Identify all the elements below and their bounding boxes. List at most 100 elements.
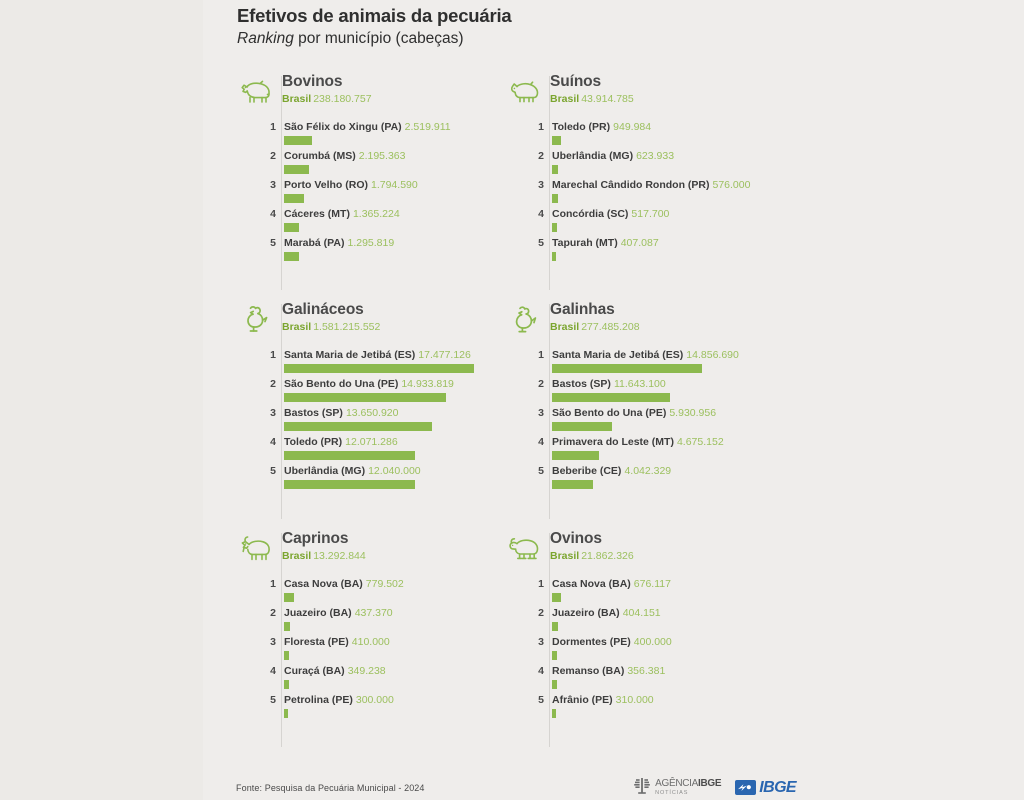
brasil-label: Brasil (550, 93, 580, 106)
rank-position: 2 (538, 378, 544, 390)
rank-bar (552, 364, 702, 373)
rank-label: Santa Maria de Jetibá (ES) 14.856.690 (552, 349, 739, 362)
rank-position: 5 (270, 694, 276, 706)
group-divider-rule (549, 76, 550, 290)
rank-position: 4 (538, 436, 544, 448)
rankings-grid: Bovinos Brasil 238.180.757 1 São Félix do Xi… (236, 73, 796, 759)
rank-municipality: Juazeiro (BA) (284, 607, 352, 619)
agencia-ibge-line1: AGÊNCIAIBGE (655, 779, 721, 789)
rank-municipality: Cáceres (MT) (284, 208, 350, 220)
rank-value: 4.675.152 (676, 436, 724, 448)
rank-value: 623.933 (636, 150, 675, 162)
rank-row: 2 Juazeiro (BA) 404.151 (504, 607, 772, 636)
rank-position: 3 (538, 407, 544, 419)
group-divider-rule (549, 304, 550, 519)
brasil-total-value: 13.292.844 (313, 550, 366, 563)
brasil-total-value: 21.862.326 (581, 550, 634, 563)
rank-position: 2 (270, 150, 276, 162)
rank-value: 400.000 (633, 636, 672, 648)
brasil-label: Brasil (550, 550, 580, 563)
rank-value: 2.519.911 (404, 121, 451, 133)
rank-value: 676.117 (633, 578, 671, 590)
rank-bar (552, 593, 561, 602)
rank-municipality: São Bento do Una (PE) (552, 407, 667, 419)
rank-position: 1 (270, 578, 276, 590)
rank-bar (552, 451, 599, 460)
rank-municipality: Beberibe (CE) (552, 465, 622, 477)
rank-position: 3 (538, 179, 544, 191)
rank-row: 5 Afrânio (PE) 310.000 (504, 694, 772, 723)
rank-bar (284, 393, 446, 402)
rank-value: 576.000 (712, 179, 751, 191)
rank-label: Bastos (SP) 11.643.100 (552, 378, 666, 391)
rank-value: 310.000 (615, 694, 654, 706)
footer-logos: AGÊNCIAIBGE NOTÍCIAS IBGE (632, 775, 797, 800)
rank-municipality: Santa Maria de Jetibá (ES) (552, 349, 684, 361)
rank-row: 2 Uberlândia (MG) 623.933 (504, 150, 772, 179)
rank-bar (284, 223, 299, 232)
rank-bar (284, 194, 304, 203)
rank-bar (552, 136, 561, 145)
rank-bar (552, 393, 670, 402)
rank-row: 3 São Bento do Una (PE) 5.930.956 (504, 407, 772, 436)
rank-row: 3 Marechal Cândido Rondon (PR) 576.000 (504, 179, 772, 208)
rank-label: São Félix do Xingu (PA) 2.519.911 (284, 121, 451, 134)
rank-row: 2 Bastos (SP) 11.643.100 (504, 378, 772, 407)
rank-municipality: Petrolina (PE) (284, 694, 353, 706)
group-titles: Caprinos Brasil 13.292.844 (276, 530, 366, 565)
left-background-band (0, 0, 203, 800)
rank-municipality: Tapurah (MT) (552, 237, 618, 249)
rank-municipality: Toledo (PR) (284, 436, 343, 448)
agencia-ibge-line2: NOTÍCIAS (655, 789, 689, 796)
rank-value: 404.151 (622, 607, 661, 619)
rank-value: 779.502 (365, 578, 404, 590)
brasil-total-value: 238.180.757 (313, 93, 372, 106)
rank-value: 949.984 (613, 121, 652, 133)
rank-list: 1 Casa Nova (BA) 676.117 2 Juazeiro (BA) 404.… (504, 578, 772, 723)
ranking-group-galinhas: Galinhas Brasil 277.485.208 1 Santa Maria de… (504, 301, 772, 531)
rank-label: Bastos (SP) 13.650.920 (284, 407, 399, 420)
ranking-group-galinaceos: Galináceos Brasil 1.581.215.552 1 Santa Mari… (236, 301, 504, 531)
group-titles: Galinhas Brasil 277.485.208 (544, 301, 640, 336)
rank-label: Floresta (PE) 410.000 (284, 636, 390, 649)
rank-municipality: Juazeiro (BA) (552, 607, 620, 619)
rank-municipality: Dormentes (PE) (552, 636, 631, 648)
rank-label: Cáceres (MT) 1.365.224 (284, 208, 400, 221)
ranking-group-caprinos: Caprinos Brasil 13.292.844 1 Casa Nova (BA) 7… (236, 530, 504, 759)
rank-position: 2 (538, 150, 544, 162)
rank-bar (552, 480, 593, 489)
rank-position: 1 (538, 121, 544, 133)
rank-label: Juazeiro (BA) 404.151 (552, 607, 661, 620)
group-brasil-total: Brasil 21.862.326 (550, 549, 634, 565)
ibge-logo[interactable]: IBGE (735, 779, 797, 797)
rank-municipality: Curaçá (BA) (284, 665, 345, 677)
rank-row: 4 Curaçá (BA) 349.238 (236, 665, 504, 694)
group-divider-rule (281, 76, 282, 290)
rank-row: 3 Bastos (SP) 13.650.920 (236, 407, 504, 436)
group-title: Galináceos (282, 301, 364, 318)
brasil-label: Brasil (550, 321, 580, 334)
brasil-total-value: 43.914.785 (581, 93, 634, 106)
group-header: Galinhas Brasil 277.485.208 (504, 301, 772, 346)
group-brasil-total: Brasil 277.485.208 (550, 320, 640, 336)
rank-value: 437.370 (354, 607, 393, 619)
rank-value: 1.295.819 (347, 237, 395, 249)
agencia-ibge-noticias-logo[interactable]: AGÊNCIAIBGE NOTÍCIAS (632, 775, 722, 800)
rank-bar (552, 223, 557, 232)
group-title: Bovinos (282, 73, 343, 90)
rank-municipality: Casa Nova (BA) (552, 578, 631, 590)
rank-list: 1 Santa Maria de Jetibá (ES) 14.856.690 2 Ba… (504, 349, 772, 494)
rank-row: 5 Marabá (PA) 1.295.819 (236, 237, 504, 266)
rank-value: 12.040.000 (368, 465, 421, 477)
rank-list: 1 Casa Nova (BA) 779.502 2 Juazeiro (BA) 437.… (236, 578, 504, 723)
rank-value: 407.087 (620, 237, 659, 249)
rankings-row: Galináceos Brasil 1.581.215.552 1 Santa Mari… (236, 301, 796, 531)
rooster-icon (236, 303, 276, 337)
page-subtitle-italic: Ranking (237, 30, 294, 48)
ranking-group-ovinos: Ovinos Brasil 21.862.326 1 Casa Nova (BA) 676… (504, 530, 772, 759)
rank-value: 2.195.363 (358, 150, 406, 162)
rank-position: 1 (270, 349, 276, 361)
group-brasil-total: Brasil 1.581.215.552 (282, 320, 380, 336)
header: Efetivos de animais da pecuária Ranking … (237, 4, 837, 49)
